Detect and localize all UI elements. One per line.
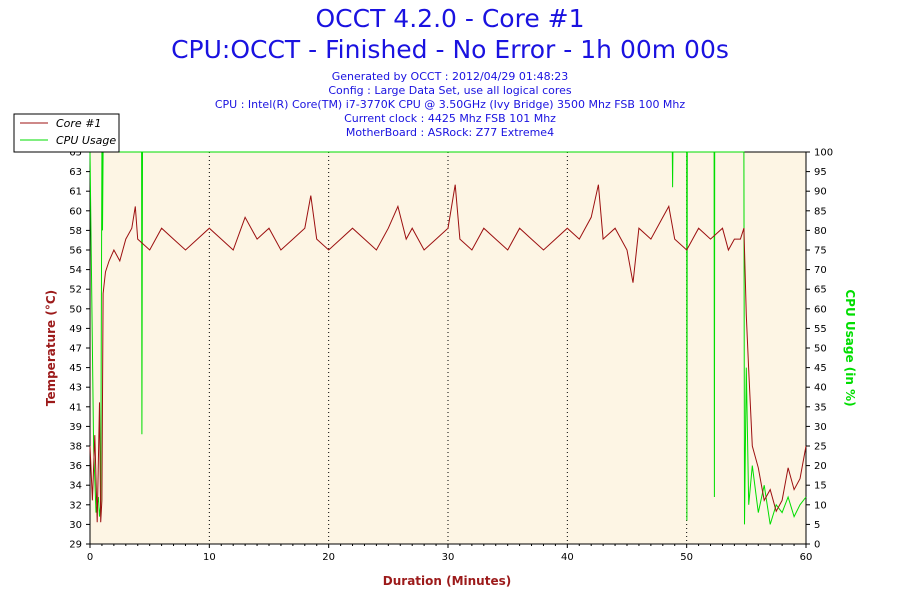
y2-tick-label: 75: [814, 246, 827, 257]
y2-axis-ticks: 0 5 10 15 20 25 30 35 40 45 50 55 60 65 70 75 80 85 90 95 10…: [806, 148, 833, 551]
y2-tick-label: 60: [814, 304, 827, 315]
y-tick-label: 58: [69, 226, 82, 237]
x-tick-label: 40: [561, 552, 574, 563]
y-tick-label: 49: [69, 324, 82, 335]
x-tick-label: 50: [680, 552, 693, 563]
chart-title: OCCT 4.2.0 - Core #1: [315, 4, 585, 33]
y2-tick-label: 85: [814, 206, 827, 217]
y2-tick-label: 90: [814, 187, 827, 198]
y2-tick-label: 10: [814, 500, 827, 511]
y-tick-label: 56: [69, 246, 82, 257]
legend-label-cpu-usage: CPU Usage: [56, 134, 116, 147]
y-tick-label: 39: [69, 422, 82, 433]
y2-tick-label: 55: [814, 324, 827, 335]
y-axis-ticks: 29 30 32 34 36 38 39 41 43 45 47 49 50 52 54 56 58 60 61 63…: [69, 148, 90, 551]
x-tick-label: 60: [800, 552, 813, 563]
y-tick-label: 38: [69, 442, 82, 453]
y2-tick-label: 35: [814, 402, 827, 413]
y2-tick-label: 45: [814, 363, 827, 374]
y2-tick-label: 95: [814, 167, 827, 178]
y-tick-label: 30: [69, 520, 82, 531]
chart-subtitle: CPU:OCCT - Finished - No Error - 1h 00m …: [171, 35, 729, 64]
y-tick-label: 29: [69, 540, 82, 551]
y2-tick-label: 70: [814, 265, 827, 276]
info-motherboard: MotherBoard : ASRock: Z77 Extreme4: [345, 126, 555, 139]
y2-tick-label: 80: [814, 226, 827, 237]
y-tick-label: 43: [69, 383, 82, 394]
y-tick-label: 41: [69, 402, 82, 413]
info-cpu: CPU : Intel(R) Core(TM) i7-3770K CPU @ 3…: [214, 98, 686, 111]
y-tick-label: 50: [69, 304, 82, 315]
y2-tick-label: 40: [814, 383, 827, 394]
y2-tick-label: 15: [814, 481, 827, 492]
x-tick-label: 20: [322, 552, 335, 563]
info-clock: Current clock : 4425 Mhz FSB 101 Mhz: [344, 112, 556, 125]
y-tick-label: 47: [69, 344, 82, 355]
y-tick-label: 61: [69, 187, 82, 198]
y-tick-label: 34: [69, 481, 82, 492]
legend: Core #1 CPU Usage: [13, 113, 120, 153]
info-config: Config : Large Data Set, use all logical…: [328, 84, 572, 97]
y-tick-label: 52: [69, 285, 82, 296]
x-tick-label: 10: [203, 552, 216, 563]
x-axis-label: Duration (Minutes): [383, 574, 511, 588]
info-generated: Generated by OCCT : 2012/04/29 01:48:23: [331, 70, 569, 83]
x-tick-label: 0: [87, 552, 93, 563]
y-tick-label: 60: [69, 206, 82, 217]
y2-tick-label: 30: [814, 422, 827, 433]
y2-tick-label: 100: [814, 148, 833, 159]
y2-tick-label: 20: [814, 461, 827, 472]
y-tick-label: 54: [69, 265, 82, 276]
y-tick-label: 36: [69, 461, 82, 472]
y-tick-label: 63: [69, 167, 82, 178]
y2-tick-label: 5: [814, 520, 820, 531]
y-tick-label: 65: [69, 148, 82, 159]
series-line-core1: [89, 184, 807, 523]
x-axis-ticks: 0 10 20 30 40 50 60: [87, 544, 813, 563]
y-tick-label: 32: [69, 500, 82, 511]
y2-axis-label: CPU Usage (in %): [843, 289, 857, 406]
y-axis-label: Temperature (°C): [44, 290, 58, 406]
y-tick-label: 45: [69, 363, 82, 374]
y2-tick-label: 50: [814, 344, 827, 355]
y2-tick-label: 25: [814, 442, 827, 453]
y2-tick-label: 65: [814, 285, 827, 296]
x-tick-label: 30: [442, 552, 455, 563]
legend-label-core1: Core #1: [56, 117, 101, 130]
y2-tick-label: 0: [814, 540, 820, 551]
